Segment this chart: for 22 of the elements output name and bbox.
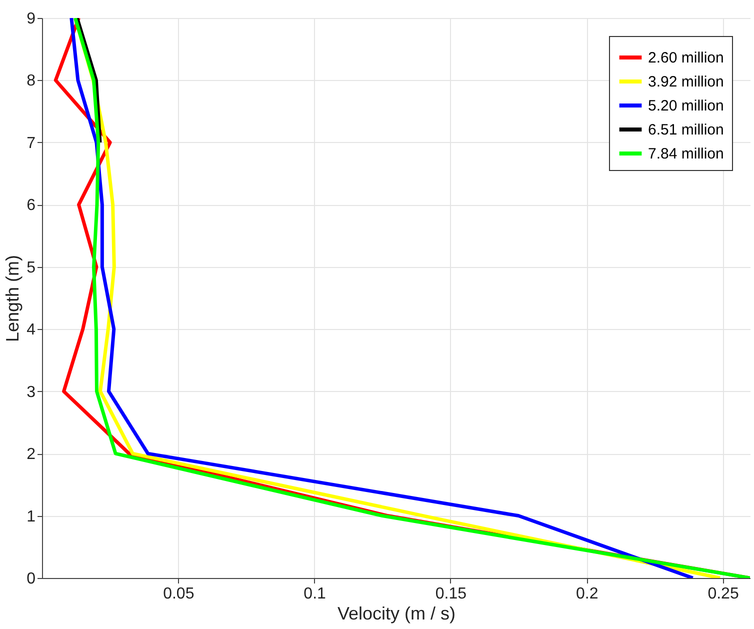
y-axis-title: Length (m): [2, 254, 23, 342]
legend-label: 5.20 million: [648, 98, 724, 114]
y-tick-label: 9: [26, 10, 36, 28]
y-tick-label: 0: [26, 570, 36, 588]
x-tick-label: 0.05: [163, 586, 194, 602]
y-tick-label: 2: [26, 446, 36, 464]
legend-label: 7.84 million: [648, 146, 724, 162]
x-tick-label: 0.25: [708, 586, 739, 602]
y-tick-label: 3: [26, 384, 36, 401]
x-axis-title: Velocity (m / s): [337, 604, 456, 624]
x-tick-label: 0.15: [435, 586, 467, 602]
y-tick-label: 4: [26, 322, 36, 339]
y-tick-label: 8: [26, 72, 36, 90]
legend-label: 3.92 million: [648, 74, 724, 90]
y-tick-label: 1: [26, 508, 36, 526]
y-tick-label: 6: [26, 197, 36, 214]
x-tick-label: 0.2: [576, 586, 598, 602]
x-tick-label: 0.1: [304, 586, 326, 602]
legend-label: 2.60 million: [648, 50, 724, 66]
y-tick-label: 5: [26, 259, 36, 276]
legend-label: 6.51 million: [648, 122, 724, 138]
y-tick-label: 7: [26, 134, 36, 152]
